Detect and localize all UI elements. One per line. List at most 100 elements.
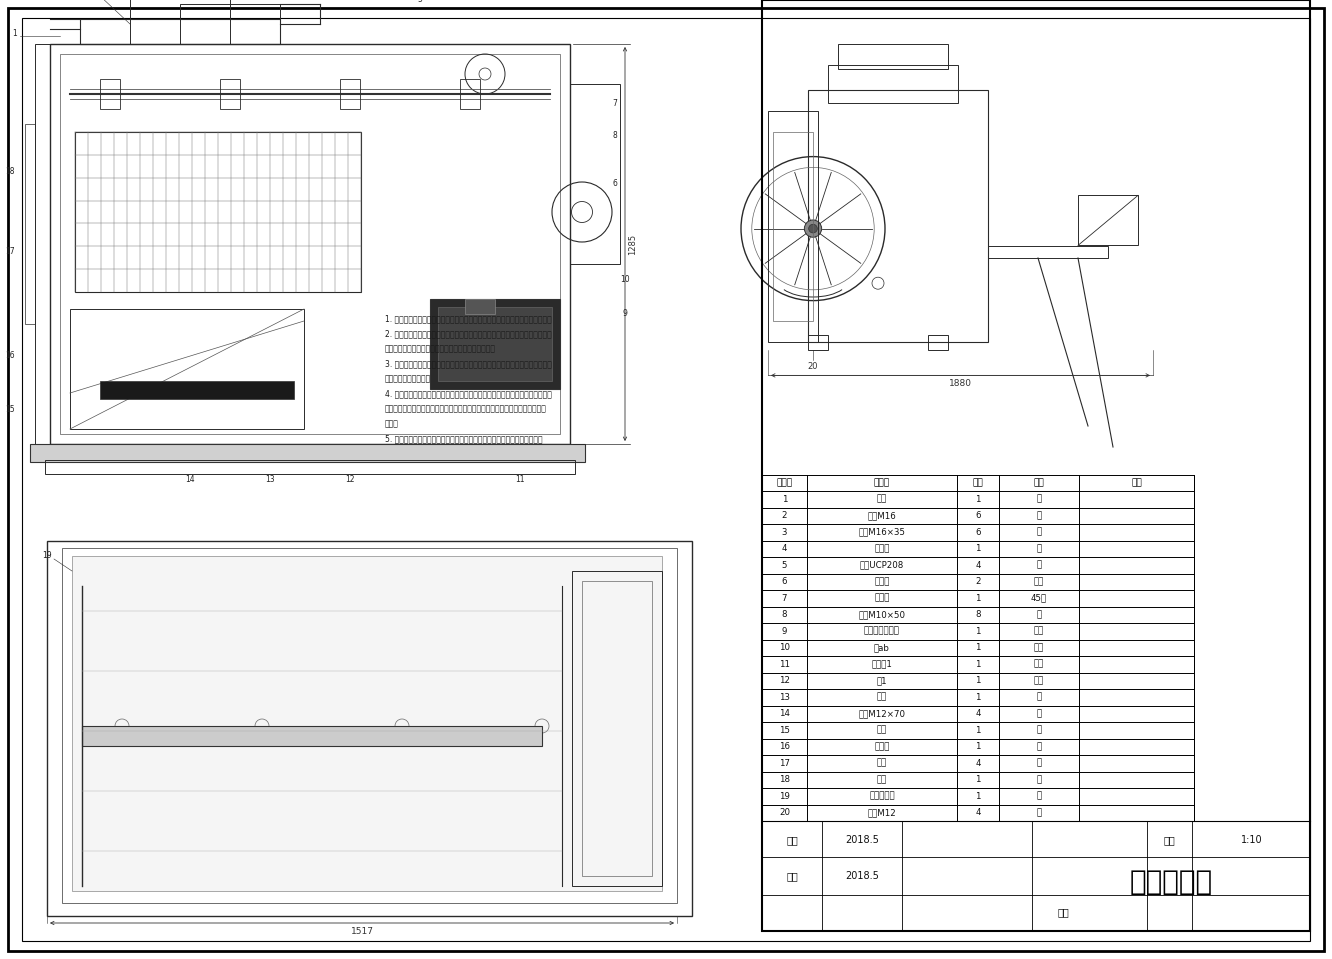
Text: 支架: 支架 (876, 726, 887, 735)
Text: 15: 15 (5, 405, 15, 413)
Text: 1: 1 (975, 495, 980, 503)
Text: 振动轴: 振动轴 (874, 594, 890, 603)
Text: 1: 1 (975, 660, 980, 668)
Text: 1: 1 (975, 643, 980, 652)
Text: 7: 7 (782, 594, 787, 603)
Bar (762, 0, 1309, 931)
Text: 钢: 钢 (1036, 775, 1042, 784)
Text: 项目号: 项目号 (777, 479, 793, 487)
Bar (438, 307, 551, 381)
Text: 1. 待装的零、部件，必须有质量检验部门的合格证或标记，否则不准进行装配。: 1. 待装的零、部件，必须有质量检验部门的合格证或标记，否则不准进行装配。 (385, 315, 551, 323)
Text: 17: 17 (5, 247, 15, 256)
Bar (460, 79, 480, 109)
Text: 钢: 钢 (1036, 726, 1042, 735)
Bar (45, 460, 575, 474)
Text: 13: 13 (265, 475, 274, 483)
Text: 4: 4 (975, 759, 980, 768)
Text: 19: 19 (43, 551, 52, 560)
Text: 1: 1 (975, 775, 980, 784)
Text: 3. 零件装配前，必须将加工过程使用的焊块、焊点，铸棒及加工中凸台残留部分: 3. 零件装配前，必须将加工过程使用的焊块、焊点，铸棒及加工中凸台残留部分 (385, 360, 551, 368)
Text: 20: 20 (807, 363, 818, 371)
Text: 清洗干净，并用干燥压缩空气吹净并擦干，特别对零件上的孔道要切实达到清洁: 清洗干净，并用干燥压缩空气吹净并擦干，特别对零件上的孔道要切实达到清洁 (385, 405, 547, 413)
Bar (47, 541, 693, 916)
Bar (60, 54, 559, 434)
Text: 16: 16 (5, 352, 15, 361)
Bar (829, 65, 958, 103)
Text: 8: 8 (782, 610, 787, 620)
Bar (988, 246, 1108, 258)
Bar (100, 381, 294, 399)
Text: 螺栓M16×35: 螺栓M16×35 (859, 527, 906, 537)
Text: 滚子: 滚子 (876, 775, 887, 784)
Text: 1: 1 (975, 792, 980, 801)
Text: 油葵脱粒机: 油葵脱粒机 (1130, 868, 1212, 896)
Bar (340, 79, 360, 109)
Text: 5: 5 (417, 0, 422, 4)
Text: 大带轮: 大带轮 (874, 577, 890, 586)
Text: 1517: 1517 (350, 927, 373, 937)
Text: 1:10: 1:10 (1241, 834, 1263, 845)
Text: 11: 11 (515, 475, 525, 483)
Text: 6: 6 (613, 179, 618, 189)
Text: 钢: 钢 (1036, 561, 1042, 570)
Text: 上盖: 上盖 (876, 495, 887, 503)
Bar (809, 336, 829, 350)
Bar (63, 548, 677, 903)
Text: 45钢: 45钢 (1031, 594, 1047, 603)
Text: 钢: 钢 (1036, 527, 1042, 537)
Text: 筛网: 筛网 (876, 692, 887, 702)
Text: 18: 18 (779, 775, 790, 784)
Text: 8: 8 (613, 131, 617, 141)
Text: 20: 20 (779, 808, 790, 817)
Bar (570, 84, 619, 264)
Text: 2. 装配前对零件、部件的主要配合尺寸，特别是过盈配合件的轴台尺寸，内孔倒: 2. 装配前对零件、部件的主要配合尺寸，特别是过盈配合件的轴台尺寸，内孔倒 (385, 330, 551, 339)
Text: 10: 10 (779, 643, 790, 652)
Text: 畅通。: 畅通。 (385, 419, 398, 429)
Bar (465, 299, 496, 314)
Text: 凸轮连接件: 凸轮连接件 (870, 792, 895, 801)
Text: 螺栓M12×70: 螺栓M12×70 (859, 710, 906, 718)
Text: 15: 15 (779, 726, 790, 735)
Text: 清除掉，并锉磨平齐。: 清除掉，并锉磨平齐。 (385, 375, 432, 384)
Text: 橡胶: 橡胶 (1034, 676, 1044, 686)
Bar (928, 336, 948, 350)
Text: 8: 8 (975, 610, 980, 620)
Text: 螺母M12: 螺母M12 (867, 808, 896, 817)
Text: 9: 9 (622, 310, 627, 318)
Text: 1: 1 (975, 594, 980, 603)
Text: 钢: 钢 (1036, 808, 1042, 817)
Text: 12: 12 (779, 676, 790, 686)
Text: 19: 19 (779, 792, 790, 801)
Text: 4: 4 (975, 561, 980, 570)
Text: 1: 1 (975, 676, 980, 686)
Bar (75, 132, 361, 292)
Text: 11: 11 (779, 660, 790, 668)
Text: 1: 1 (975, 692, 980, 702)
Text: 轴承UCP208: 轴承UCP208 (860, 561, 904, 570)
Text: 18: 18 (5, 168, 15, 176)
Circle shape (809, 224, 818, 233)
Text: 5. 装配过程中加工的光孔或螺纹孔应符合图纸的要求，并经过检查员检查。: 5. 装配过程中加工的光孔或螺纹孔应符合图纸的要求，并经过检查员检查。 (385, 434, 542, 443)
Bar (180, 4, 280, 44)
Text: 铸铁: 铸铁 (1034, 577, 1044, 586)
Bar (72, 556, 662, 891)
Text: 4. 装配前必须将零件的飞边、毛刺、切屑、油污、锈斑及其他残留不洁物去除，: 4. 装配前必须将零件的飞边、毛刺、切屑、油污、锈斑及其他残留不洁物去除， (385, 389, 551, 399)
Text: 制图: 制图 (786, 834, 798, 845)
Text: 材料: 材料 (1034, 479, 1044, 487)
Text: 3: 3 (782, 527, 787, 537)
Text: 钢: 钢 (1036, 742, 1042, 751)
Text: 17: 17 (779, 759, 790, 768)
Bar (131, 0, 230, 44)
Text: 钢: 钢 (1036, 692, 1042, 702)
Text: 2018.5: 2018.5 (844, 871, 879, 881)
Text: 钢: 钢 (1036, 511, 1042, 520)
Bar (1078, 196, 1138, 246)
Text: 6: 6 (975, 511, 980, 520)
Text: 14: 14 (779, 710, 790, 718)
Bar (582, 581, 651, 876)
Text: 钢: 钢 (1036, 759, 1042, 768)
Text: 摇臂: 摇臂 (876, 759, 887, 768)
Text: 比例: 比例 (1163, 834, 1175, 845)
Bar (35, 44, 51, 444)
Text: 橡胶: 橡胶 (1034, 643, 1044, 652)
